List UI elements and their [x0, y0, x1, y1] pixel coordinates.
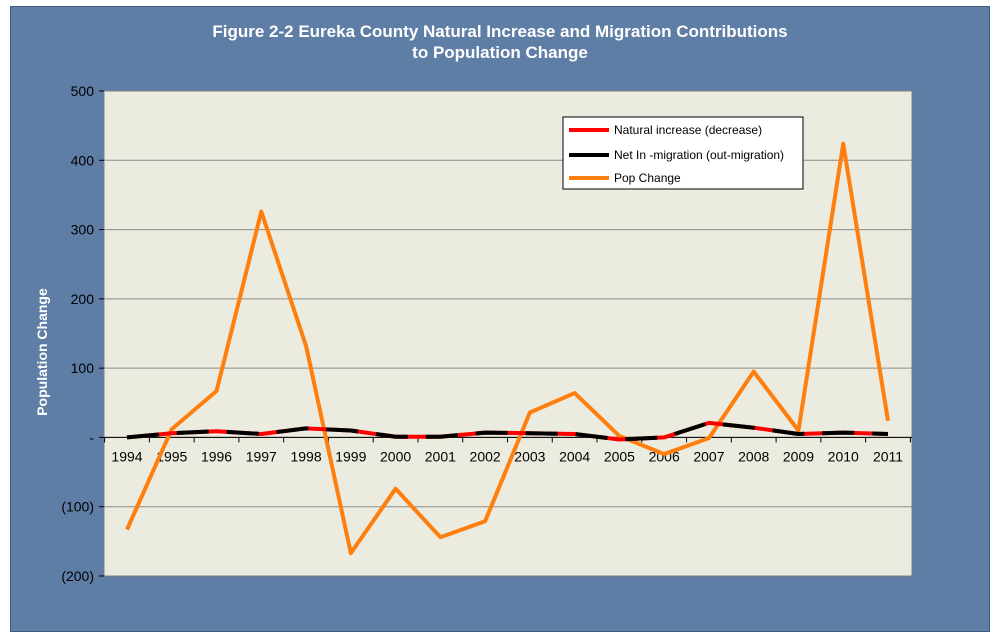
series-line-pop-change [125, 141, 890, 556]
y-tick-label: - [89, 429, 94, 445]
y-tick-label: (100) [61, 499, 94, 515]
x-tick-label: 2009 [783, 448, 814, 464]
series-lines [125, 141, 890, 556]
x-tick-label: 2008 [738, 448, 769, 464]
x-tick-label: 2002 [470, 448, 501, 464]
chart-title: Figure 2-2 Eureka County Natural Increas… [11, 21, 989, 63]
y-tick-label: 500 [71, 83, 95, 99]
x-tick-label: 1997 [246, 448, 277, 464]
y-tick-label: 300 [71, 222, 95, 238]
y-axis-label: Population Change [34, 288, 50, 416]
y-tick-label: 100 [71, 360, 95, 376]
legend: Natural increase (decrease) Net In -migra… [562, 116, 804, 190]
x-tick-label: 1998 [290, 448, 321, 464]
chart-title-line-1: Figure 2-2 Eureka County Natural Increas… [212, 22, 788, 41]
x-tick-label: 2004 [559, 448, 590, 464]
y-tick-label: (200) [61, 568, 94, 584]
x-tick-label: 1995 [156, 448, 187, 464]
chart-title-line-2: to Population Change [412, 43, 588, 62]
x-tick-label: 1994 [111, 448, 142, 464]
legend-label: Pop Change [614, 171, 681, 185]
y-tick-label: 200 [71, 291, 95, 307]
x-tick-label: 2003 [514, 448, 545, 464]
x-axis-ticks: 1994 1995 1996 1997 1998 1999 2000 2001 2002 2003… [104, 437, 911, 464]
x-tick-label: 1996 [201, 448, 232, 464]
x-tick-label: 2001 [425, 448, 456, 464]
x-tick-label: 2011 [873, 448, 903, 464]
legend-label: Net In -migration (out-migration) [614, 148, 784, 162]
legend-label: Natural increase (decrease) [614, 123, 762, 137]
x-tick-label: 1999 [335, 448, 366, 464]
y-tick-label: 400 [71, 152, 95, 168]
x-tick-label: 2000 [380, 448, 411, 464]
x-tick-label: 2007 [693, 448, 724, 464]
x-tick-label: 2005 [604, 448, 635, 464]
y-axis-ticks: 500 400 300 200 100 - (100) (200) [61, 83, 104, 584]
x-tick-label: 2010 [828, 448, 859, 464]
series-line-net-in-migration-out-migration [126, 420, 889, 442]
